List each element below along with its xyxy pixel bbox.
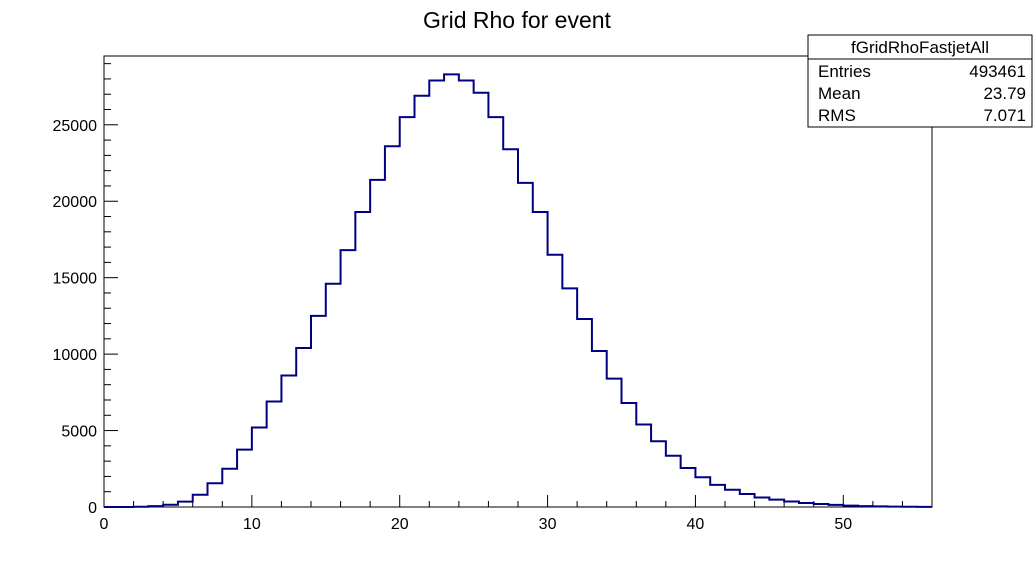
stats-rms-value: 7.071 [983,106,1026,125]
histogram-bin [503,149,518,507]
histogram-bin [326,284,341,507]
histogram-bin [208,483,223,507]
histogram-bin [651,441,666,507]
histogram-bin [311,316,326,507]
x-tick-label: 0 [100,516,109,533]
x-tick-label: 30 [539,516,557,533]
histogram-bin [400,117,415,507]
histogram-bin [252,428,267,507]
histogram-bin [237,450,252,507]
histogram-bin [562,288,577,507]
histogram-bin [592,351,607,507]
histogram-bin [459,80,474,507]
histogram-bin [296,348,311,507]
x-tick-label: 20 [391,516,409,533]
histogram-bin [415,96,430,507]
histogram-bins [134,74,932,507]
histogram-bin [341,250,356,507]
histogram-bin [681,468,696,507]
histogram-bin [548,255,563,507]
histogram-bin [518,183,533,507]
histogram-bin [222,469,237,507]
x-axis: 0 10 20 30 40 50 [100,495,933,533]
histogram-bin [281,376,296,507]
stats-mean-label: Mean [818,84,861,103]
y-tick-label: 15000 [53,271,98,288]
histogram-bin [193,495,208,507]
x-tick-label: 40 [687,516,705,533]
histogram-bin [370,180,385,507]
histogram-bin [710,485,725,507]
stats-rms-label: RMS [818,106,856,125]
y-tick-label: 10000 [53,347,98,364]
histogram-bin [725,490,740,507]
x-tick-label: 50 [834,516,852,533]
stats-entries-value: 493461 [969,62,1026,81]
histogram-bin [488,117,503,507]
y-tick-label: 5000 [61,424,97,441]
y-tick-label: 20000 [53,194,98,211]
histogram-bin [533,212,548,507]
histogram-bin [636,424,651,507]
stats-box: fGridRhoFastjetAll Entries 493461 Mean 2… [807,34,1033,128]
histogram-bin [474,93,489,507]
histogram-bin [740,494,755,507]
histogram-bin [769,500,784,507]
histogram-bin [607,379,622,507]
chart-title: Grid Rho for event [423,7,612,33]
histogram-bin [577,319,592,507]
histogram-bin [695,477,710,507]
histogram-bin [267,402,282,507]
y-tick-label: 25000 [53,118,98,135]
stats-box-name: fGridRhoFastjetAll [851,38,989,57]
histogram-bin [622,403,637,507]
histogram-bin [666,456,681,507]
histogram-outline [104,73,932,508]
y-axis: 0 5000 10000 15000 20000 25000 [53,63,118,517]
histogram-bin [385,146,400,507]
y-tick-label: 0 [88,500,97,517]
x-tick-label: 10 [243,516,261,533]
histogram-bin [429,80,444,507]
stats-entries-label: Entries [818,62,871,81]
stats-box-frame [807,34,1033,128]
histogram-bin [444,74,459,507]
histogram-bin [355,212,370,507]
histogram-bin [755,498,770,507]
stats-mean-value: 23.79 [983,84,1026,103]
